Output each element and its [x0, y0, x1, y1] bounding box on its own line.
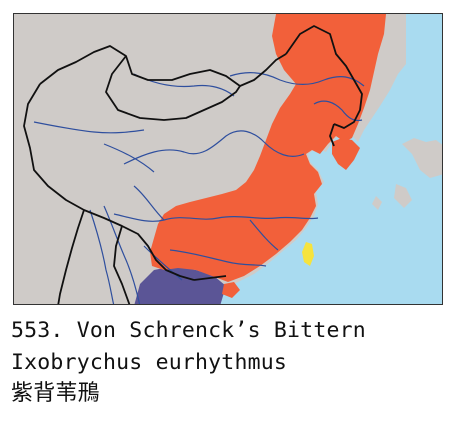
japan-land: [402, 138, 442, 178]
border-china-russia-ne: [285, 25, 363, 129]
river-pearl: [169, 249, 267, 267]
range-map-svg: [14, 14, 442, 304]
river-red: [143, 245, 183, 281]
range-map: [13, 13, 443, 305]
chinese-name: 紫背苇鳽: [11, 381, 100, 406]
river-north-1: [133, 73, 235, 97]
scientific-name: Ixobrychus eurhythmus: [11, 350, 288, 375]
hainan-island: [222, 282, 240, 298]
border-china-mongolia: [39, 45, 287, 87]
wintering-range: [134, 266, 226, 304]
species-entry-title: 553. Von Schrenck’s Bittern: [11, 318, 366, 343]
border-mongolia-south: [105, 55, 241, 121]
breeding-range: [150, 14, 386, 282]
island-land: [372, 196, 382, 210]
japan-south-land: [394, 184, 412, 208]
border-india-sw: [57, 209, 85, 304]
river-north-2: [103, 143, 155, 173]
korea-breeding: [332, 138, 360, 170]
border-korea: [329, 123, 335, 147]
taiwan-resident: [302, 242, 314, 266]
river-yellow: [123, 130, 305, 165]
river-yangtze: [113, 213, 319, 222]
borders: [23, 25, 363, 304]
river-salween: [89, 209, 115, 304]
river-yangtze-upper: [133, 185, 165, 221]
border-china-west: [23, 83, 195, 281]
river-south-trib: [249, 219, 279, 251]
border-sea-coast: [193, 275, 227, 281]
border-myanmar: [113, 225, 131, 304]
river-amur: [229, 71, 365, 87]
river-tarim: [33, 121, 145, 134]
